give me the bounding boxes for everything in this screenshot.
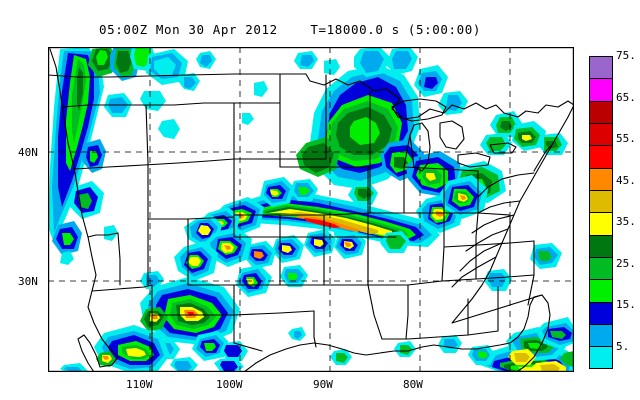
cell-texas-panhandle: [140, 265, 272, 372]
cell-southeast-florida: [330, 243, 574, 372]
x-tick-80w: 80W: [403, 378, 423, 391]
colorbar-swatch: [589, 145, 613, 168]
y-tick-40n: 40N: [18, 146, 38, 159]
colorbar-tick-label: 65.: [616, 90, 636, 104]
colorbar-swatch: [589, 190, 613, 213]
colorbar-swatch: [589, 346, 613, 369]
x-tick-90w: 90W: [313, 378, 333, 391]
colorbar-tick-label: 15.: [616, 298, 636, 312]
colorbar-swatch: [589, 123, 613, 146]
colorbar-swatch: [589, 301, 613, 325]
reflectivity-layer: [48, 47, 574, 372]
map-panel: [48, 47, 574, 372]
colorbar-tick-label: 5.: [616, 339, 630, 353]
colorbar-swatch: [589, 100, 613, 124]
colorbar-swatch: [589, 234, 613, 258]
colorbar: [589, 56, 613, 369]
colorbar-tick-label: 25.: [616, 256, 636, 270]
figure-title: 05:00Z Mon 30 Apr 2012 T=18000.0 s (5:00…: [99, 22, 481, 37]
colorbar-swatch: [589, 56, 613, 79]
colorbar-tick-label: 35.: [616, 215, 636, 229]
colorbar-swatch: [589, 324, 613, 347]
colorbar-swatch: [589, 279, 613, 302]
x-tick-110w: 110W: [126, 378, 153, 391]
map-boundaries: [48, 48, 574, 372]
x-tick-100w: 100W: [216, 378, 243, 391]
map-frame: [48, 47, 574, 372]
colorbar-tick-label: 75.: [616, 49, 636, 62]
y-tick-30n: 30N: [18, 275, 38, 288]
cell-pacific-northwest: [48, 47, 188, 265]
cell-kansas-missouri-squall: [184, 175, 488, 269]
colorbar-swatch: [589, 78, 613, 101]
map-canvas: [48, 47, 574, 372]
colorbar-swatch: [589, 257, 613, 280]
colorbar-tick-label: 45.: [616, 173, 636, 187]
colorbar-swatch: [589, 212, 613, 235]
colorbar-swatch: [589, 167, 613, 191]
colorbar-tick-label: 55.: [616, 132, 636, 146]
